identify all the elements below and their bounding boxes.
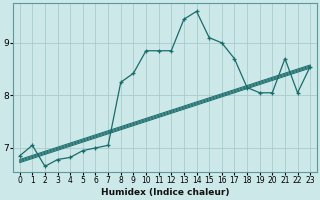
X-axis label: Humidex (Indice chaleur): Humidex (Indice chaleur) [101, 188, 229, 197]
